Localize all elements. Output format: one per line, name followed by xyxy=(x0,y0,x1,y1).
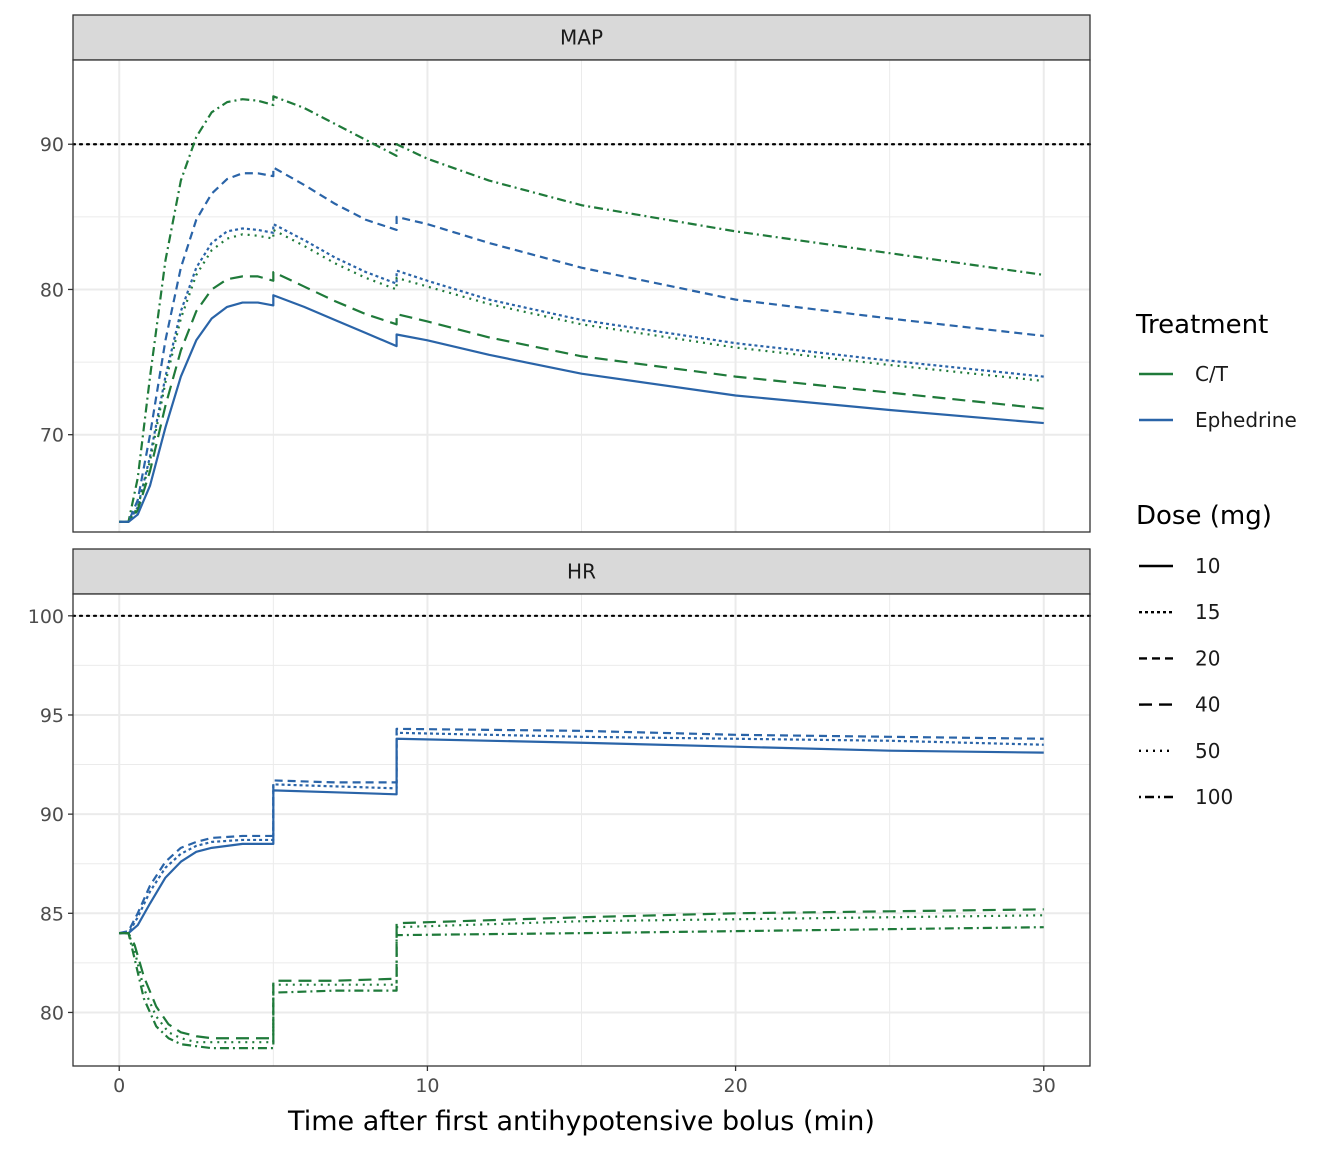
strip-background xyxy=(72,14,1091,61)
series-line-ct-100 xyxy=(119,95,1044,523)
strip-label: HR xyxy=(567,560,596,584)
series-line-ct-100 xyxy=(119,926,1044,1050)
x-tick-label: 0 xyxy=(113,1075,125,1097)
legend-label-dose: 40 xyxy=(1195,693,1220,717)
legend: Treatment C/T Ephedrine Dose (mg) 10 15 20 40 50… xyxy=(1135,310,1297,809)
legend-title-dose: Dose (mg) xyxy=(1136,501,1272,531)
y-tick-label: 100 xyxy=(28,606,64,628)
legend-label-dose: 100 xyxy=(1195,785,1233,809)
legend-label-treatment: Ephedrine xyxy=(1195,408,1297,432)
y-tick-label: 90 xyxy=(40,134,64,156)
x-tick-label: 20 xyxy=(723,1075,747,1097)
legend-label-dose: 20 xyxy=(1195,646,1220,670)
y-tick-label: 80 xyxy=(40,1002,64,1024)
panel-map: MAP 70 80 90 xyxy=(40,14,1092,533)
series-line-ephedrine-15 xyxy=(119,223,1044,523)
series-line-ct-40 xyxy=(119,270,1044,523)
y-tick-label: 85 xyxy=(40,903,64,925)
x-axis-title: Time after first antihypotensive bolus (… xyxy=(287,1106,875,1137)
y-tick-label: 80 xyxy=(40,279,64,301)
series-line-ct-50 xyxy=(119,228,1044,523)
series-line-ct-40 xyxy=(119,908,1044,1040)
panel-border xyxy=(72,59,1091,533)
series-line-ephedrine-10 xyxy=(119,294,1044,523)
legend-title-treatment: Treatment xyxy=(1135,310,1268,340)
legend-label-treatment: C/T xyxy=(1195,362,1229,386)
legend-label-dose: 50 xyxy=(1195,739,1220,763)
series-line-ephedrine-20 xyxy=(119,166,1044,523)
series-line-ephedrine-10 xyxy=(119,737,1044,935)
legend-label-dose: 10 xyxy=(1195,554,1220,578)
panel-hr: HR 80 85 90 95 100 xyxy=(28,548,1092,1067)
y-tick-label: 90 xyxy=(40,804,64,826)
y-tick-label: 70 xyxy=(40,425,64,447)
x-tick-label: 10 xyxy=(415,1075,439,1097)
x-tick-label: 30 xyxy=(1032,1075,1056,1097)
legend-label-dose: 15 xyxy=(1195,600,1220,624)
panel-border xyxy=(72,593,1091,1067)
series-line-ephedrine-20 xyxy=(118,727,1044,935)
strip-label: MAP xyxy=(560,26,603,50)
y-tick-label: 95 xyxy=(40,705,64,727)
